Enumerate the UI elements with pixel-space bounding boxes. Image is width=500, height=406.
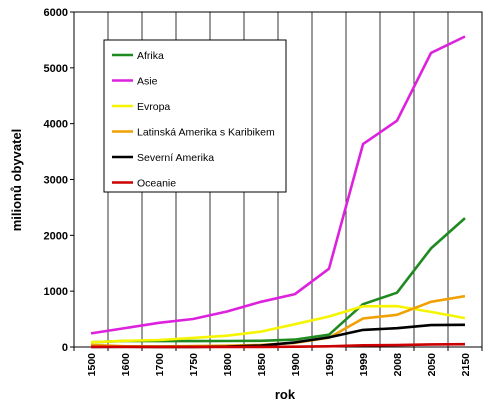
legend-box	[103, 39, 287, 193]
x-tick-label: 2050	[426, 353, 438, 377]
y-tick-label: 6000	[44, 7, 68, 19]
x-tick-label: 1750	[188, 353, 200, 377]
series-lines	[90, 35, 466, 349]
x-tick-label: 1500	[86, 353, 98, 377]
legend: Afrika Asie Evropa Latinská Amerika s Karib…	[103, 39, 287, 193]
y-tick-label: 2000	[44, 230, 68, 242]
x-axis-title: rok	[275, 387, 296, 402]
series-line-asie	[90, 35, 466, 335]
y-tick-label: 5000	[44, 63, 68, 75]
y-tick-label: 4000	[44, 119, 68, 131]
x-tick-label: 1600	[120, 353, 132, 377]
x-tick-label: 1950	[324, 353, 336, 377]
y-tick-label: 3000	[44, 175, 68, 187]
legend-label: Evropa	[137, 101, 170, 113]
x-tick-label: 2008	[392, 353, 404, 377]
x-axis: 1500 1600 1700 1750 1800 1850 1900 1950 1999 2008…	[73, 347, 483, 377]
legend-label: Asie	[137, 76, 158, 88]
x-tick-label: 1700	[154, 353, 166, 377]
legend-label: Severní Amerika	[137, 152, 214, 164]
legend-label: Latinská Amerika s Karibikem	[137, 127, 275, 139]
x-tick-label: 2150	[460, 353, 472, 377]
x-tick-label: 1800	[222, 353, 234, 377]
legend-label: Oceanie	[137, 178, 176, 190]
x-tick-label: 1999	[358, 353, 370, 377]
legend-label: Afrika	[137, 50, 164, 62]
x-tick-label: 1900	[290, 353, 302, 377]
series-line-evropa	[90, 304, 466, 344]
y-tick-label: 0	[62, 342, 68, 354]
x-tick-label: 1850	[256, 353, 268, 377]
series-line-oceanie	[91, 342, 466, 349]
y-axis-title: milionů obyvatel	[9, 129, 24, 232]
y-tick-label: 1000	[44, 286, 68, 298]
y-axis: 0 1000 2000 3000 4000 5000 6000	[44, 7, 74, 354]
